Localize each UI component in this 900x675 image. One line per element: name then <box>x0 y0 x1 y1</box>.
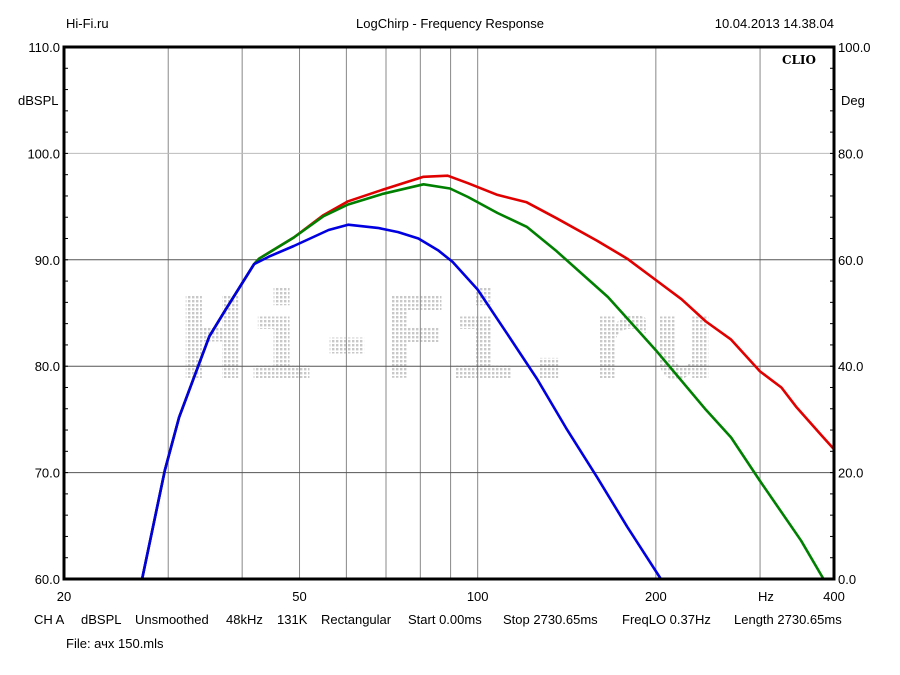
y2-axis-label: Deg <box>841 93 865 108</box>
x-tick-label: 400 <box>823 589 845 604</box>
y2-tick-label: 40.0 <box>838 359 863 374</box>
axis-labels: 60.0 70.0 80.0 90.0 100.0 110.0 0.0 20.0 40.0 60.… <box>27 40 870 604</box>
footer-param: 131K <box>277 612 308 627</box>
footer-param: dBSPL <box>81 612 121 627</box>
footer-param: Length 2730.65ms <box>734 612 842 627</box>
footer-param: CH A <box>34 612 65 627</box>
x-tick-label: 20 <box>57 589 71 604</box>
plot-frame <box>62 45 836 581</box>
y2-tick-label: 100.0 <box>838 40 871 55</box>
x-tick-label: 50 <box>292 589 306 604</box>
y-tick-label: 80.0 <box>35 359 60 374</box>
plot-border <box>62 45 836 581</box>
footer-param: 48kHz <box>226 612 263 627</box>
footer-param: FreqLO 0.37Hz <box>622 612 711 627</box>
footer-param: Rectangular <box>321 612 392 627</box>
y2-tick-label: 60.0 <box>838 253 863 268</box>
x-tick-label: 100 <box>467 589 489 604</box>
chart-title: LogChirp - Frequency Response <box>356 16 544 31</box>
y2-tick-label: 20.0 <box>838 466 863 481</box>
datetime-label: 10.04.2013 14.38.04 <box>715 16 834 31</box>
y2-tick-label: 80.0 <box>838 146 863 161</box>
x-tick-label: 200 <box>645 589 667 604</box>
y-axis-label: dBSPL <box>18 93 58 108</box>
y-tick-label: 60.0 <box>35 572 60 587</box>
y-tick-label: 90.0 <box>35 253 60 268</box>
file-label: File: ачх 150.mls <box>66 636 164 651</box>
footer-params: CH A dBSPL Unsmoothed 48kHz 131K Rectangular S… <box>34 612 842 627</box>
y-tick-label: 70.0 <box>35 466 60 481</box>
footer-param: Unsmoothed <box>135 612 209 627</box>
footer-param: Stop 2730.65ms <box>503 612 598 627</box>
y-tick-label: 110.0 <box>28 40 60 55</box>
series-blue-line <box>140 223 662 580</box>
clio-logo: CLIO <box>782 53 816 67</box>
y-tick-label: 100.0 <box>27 146 60 161</box>
y2-tick-label: 0.0 <box>838 572 856 587</box>
curves <box>140 174 835 580</box>
site-label: Hi-Fi.ru <box>66 16 109 31</box>
footer-param: Start 0.00ms <box>408 612 482 627</box>
watermark: Hi-Fi.ru <box>178 275 717 405</box>
x-axis-unit: Hz <box>758 589 774 604</box>
